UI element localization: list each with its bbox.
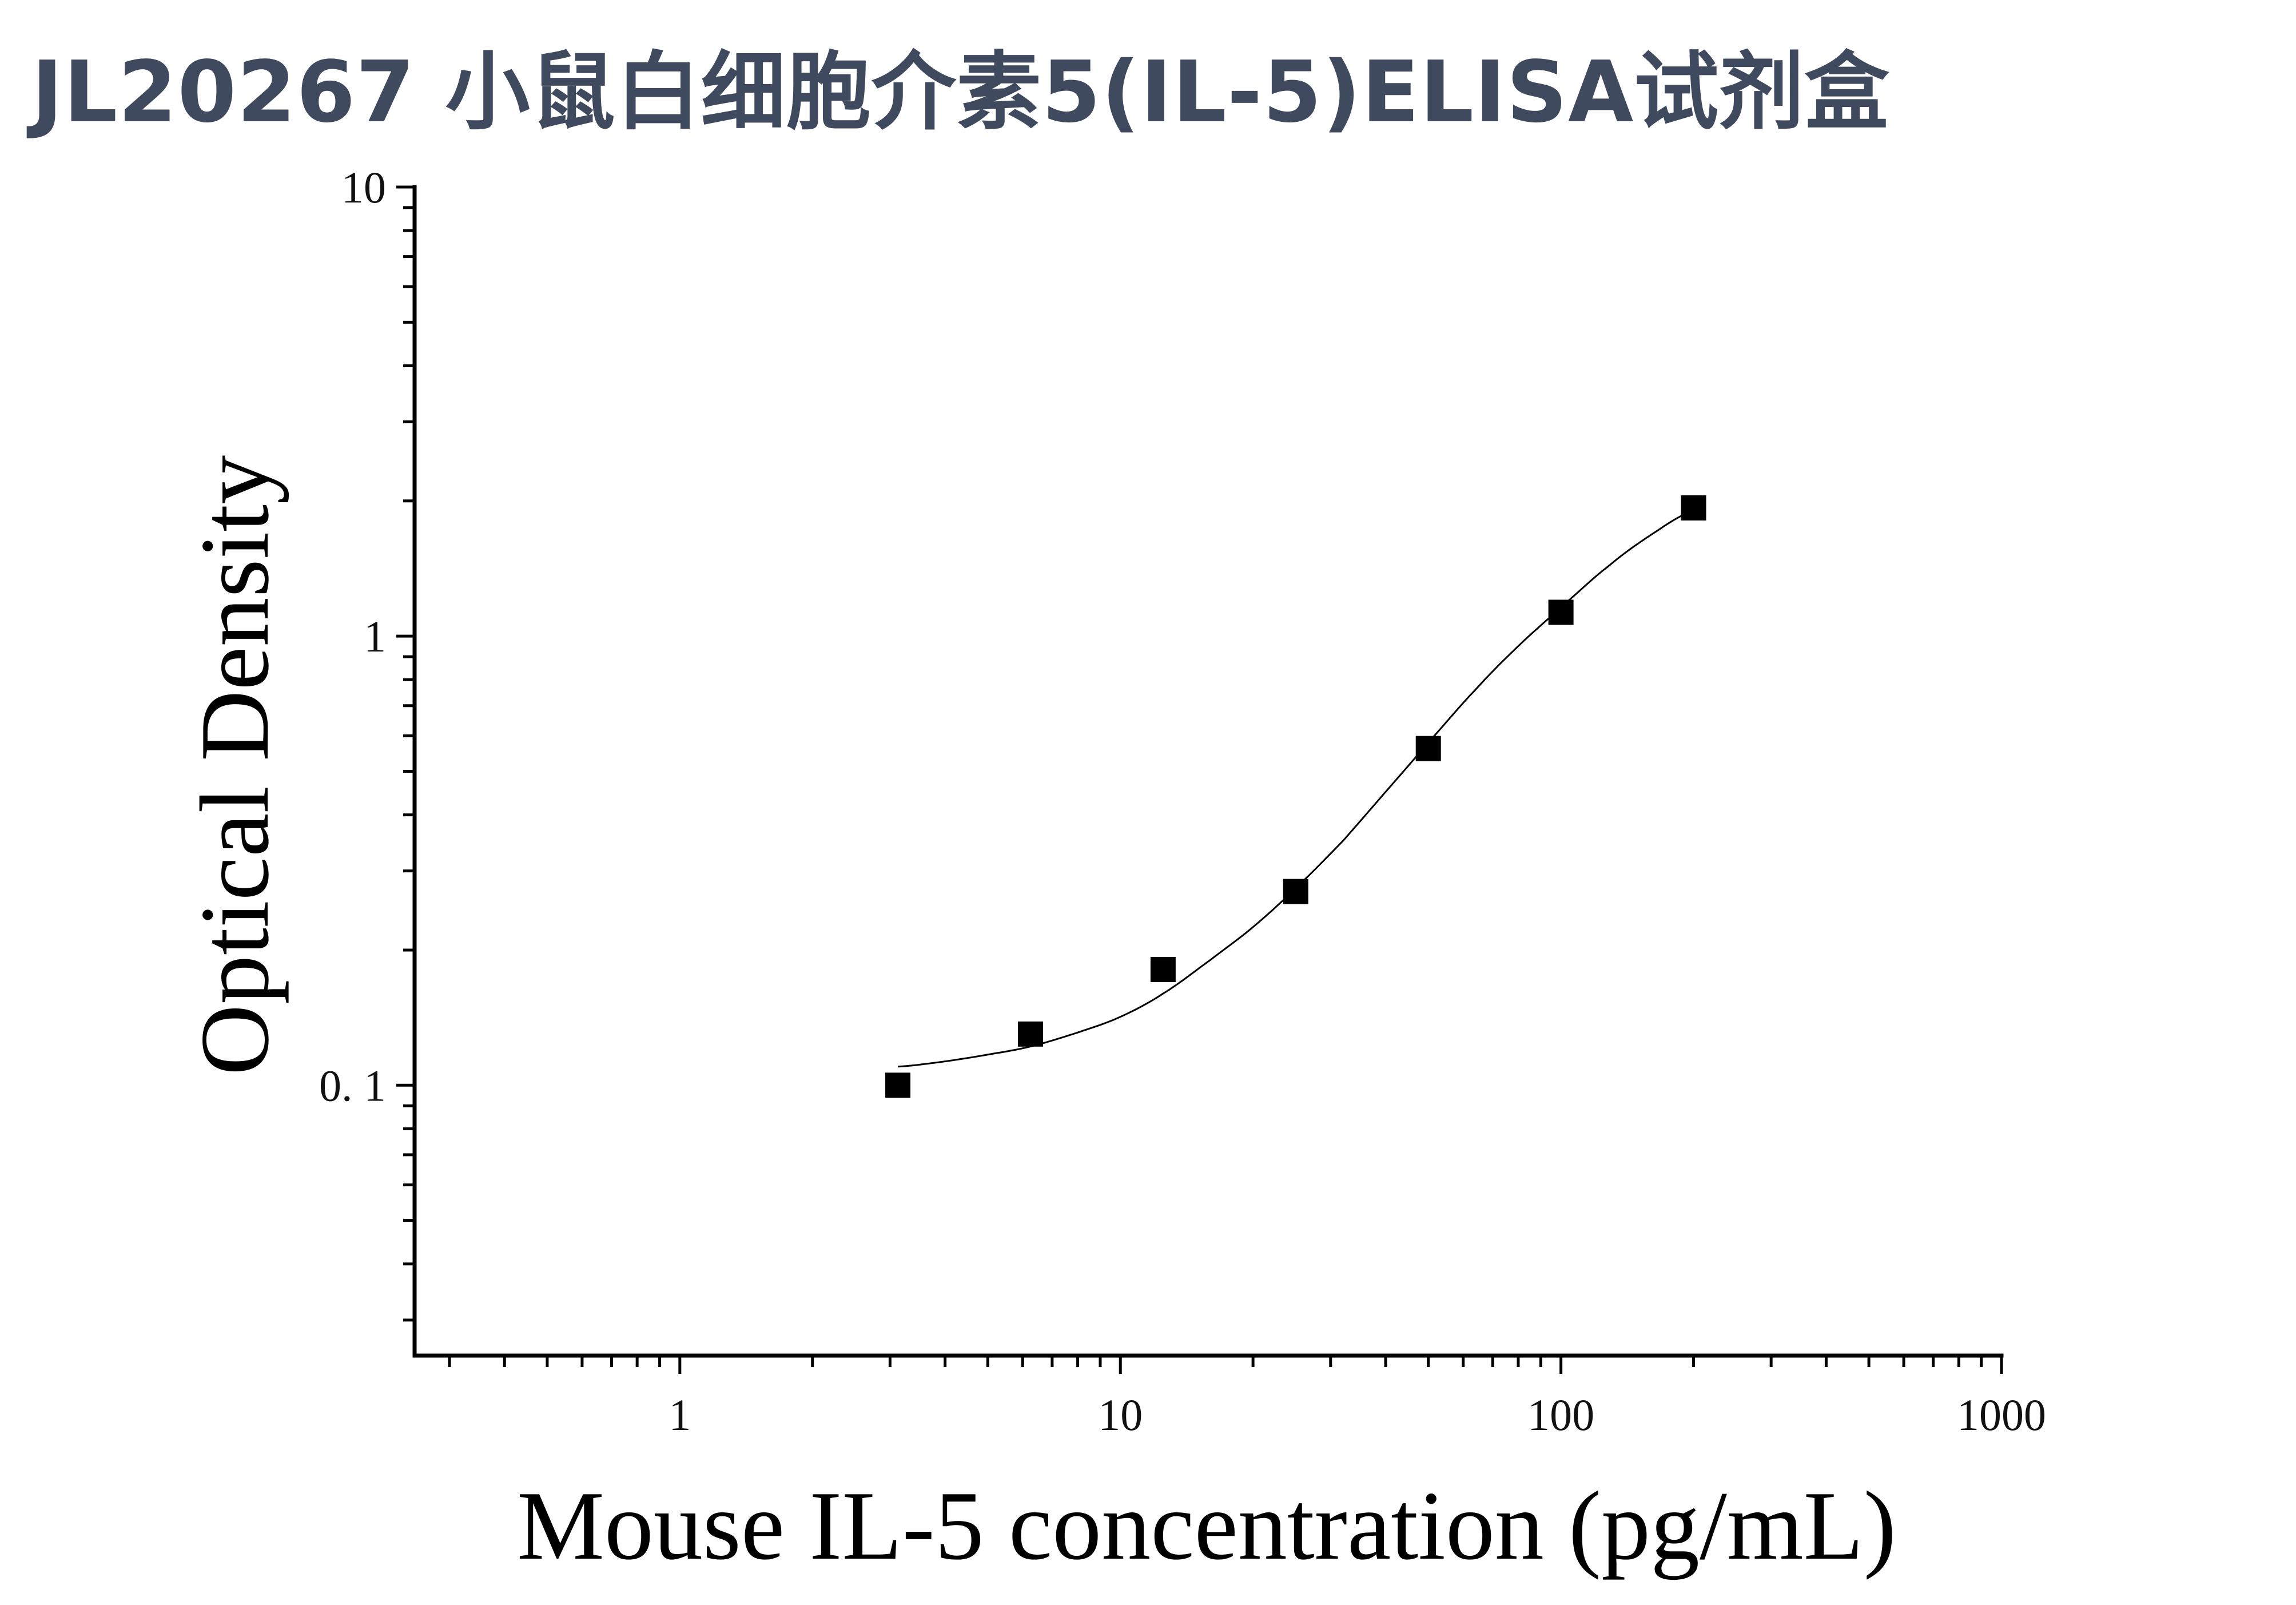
data-point xyxy=(1283,879,1308,904)
data-point xyxy=(1017,1021,1043,1047)
data-points xyxy=(885,495,1706,1098)
data-point xyxy=(1548,599,1574,625)
fit-curve xyxy=(897,510,1694,1068)
data-point xyxy=(1681,495,1706,521)
data-point xyxy=(885,1072,911,1098)
y-tick-label: 0. 1 xyxy=(319,1060,386,1110)
x-tick-label: 1000 xyxy=(1957,1390,2046,1440)
y-tick-label: 10 xyxy=(341,162,386,212)
x-tick-label: 100 xyxy=(1527,1390,1594,1440)
data-point xyxy=(1415,736,1441,761)
x-axis-title: Mouse IL-5 concentration (pg/mL) xyxy=(517,1472,1896,1580)
chart-title: JL20267 小鼠白细胞介素5(IL-5)ELISA试剂盒 xyxy=(31,43,1890,141)
y-tick-label: 1 xyxy=(364,611,386,661)
x-tick-label: 10 xyxy=(1098,1390,1143,1440)
axes: 1 10 100 1000 0. 1 1 10 xyxy=(319,162,2046,1440)
y-axis-title: Optical Density xyxy=(181,455,289,1075)
data-point xyxy=(1150,956,1176,982)
x-tick-label: 1 xyxy=(668,1390,691,1440)
